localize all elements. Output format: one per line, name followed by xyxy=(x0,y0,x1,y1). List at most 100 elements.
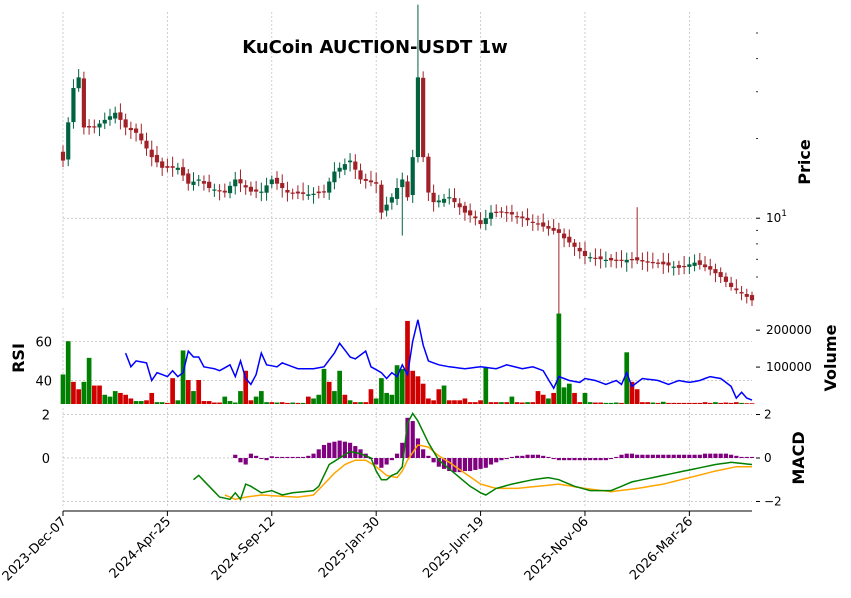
candle-body xyxy=(107,116,113,120)
candle-body xyxy=(379,184,384,213)
candle-body xyxy=(400,179,405,188)
price-tick-exponent: 1 xyxy=(781,209,787,219)
volume-bar xyxy=(295,402,301,404)
price-axis-label: Price xyxy=(795,139,814,185)
x-tick-label: 2025-Nov-06 xyxy=(522,514,592,584)
macd-histogram-bar xyxy=(447,458,452,472)
macd-histogram-bar xyxy=(535,454,541,458)
macd-histogram-bar xyxy=(509,456,514,458)
volume-bar xyxy=(718,402,724,404)
candle-body xyxy=(582,250,588,257)
macd-histogram-bar xyxy=(233,454,238,458)
volume-bar xyxy=(504,402,510,404)
macd-histogram-bar xyxy=(269,456,274,458)
volume-bar xyxy=(546,398,551,404)
rsi-line xyxy=(124,319,753,401)
macd-histogram-bar xyxy=(702,453,708,458)
volume-bar xyxy=(269,402,275,404)
candle-body xyxy=(468,210,473,216)
chart-title: KuCoin AUCTION-USDT 1w xyxy=(242,37,508,58)
candle-body xyxy=(254,189,259,192)
candle-body xyxy=(640,260,645,262)
candle-body xyxy=(729,282,734,288)
volume-bar xyxy=(300,402,306,404)
candle-body xyxy=(567,236,572,243)
volume-bar xyxy=(206,401,212,404)
candle-body xyxy=(687,264,692,267)
candle-body xyxy=(661,261,666,265)
volume-bar xyxy=(452,400,457,404)
candle-body xyxy=(227,185,233,194)
volume-bar xyxy=(316,394,322,404)
volume-bar xyxy=(138,401,144,404)
volume-bar xyxy=(405,320,410,404)
volume-bar xyxy=(290,402,296,404)
volume-bar xyxy=(243,370,249,404)
macd-histogram-bar xyxy=(274,456,280,458)
candle-body xyxy=(274,177,280,184)
candle-body xyxy=(431,192,436,203)
candle-body xyxy=(238,179,243,184)
volume-bar xyxy=(379,378,384,404)
volume-bar xyxy=(227,401,233,404)
candle-body xyxy=(441,198,447,203)
candle-body xyxy=(133,128,139,133)
volume-bar xyxy=(676,402,682,404)
macd-histogram-bar xyxy=(603,458,608,461)
volume-bar xyxy=(561,387,567,404)
price-panel xyxy=(60,4,755,319)
macd-histogram-bar xyxy=(327,442,332,458)
volume-bar xyxy=(655,402,661,404)
macd-histogram-bar xyxy=(400,442,405,458)
candle-body xyxy=(650,261,655,264)
volume-bar xyxy=(248,400,254,404)
macd-histogram-bar xyxy=(593,458,598,461)
macd-histogram-bar xyxy=(635,454,640,458)
volume-bar xyxy=(525,402,530,404)
macd-histogram-bar xyxy=(582,458,588,461)
macd-histogram-bar xyxy=(243,458,248,465)
volume-bar xyxy=(514,402,520,404)
candle-body xyxy=(92,126,97,128)
candle-body xyxy=(718,272,723,278)
candle-body xyxy=(332,171,337,183)
candle-body xyxy=(180,167,186,176)
candle-body xyxy=(222,190,227,193)
candle-body xyxy=(749,295,755,301)
macd-histogram-bar xyxy=(708,453,713,458)
candle-body xyxy=(295,191,300,194)
candle-body xyxy=(702,264,708,268)
volume-bar xyxy=(212,402,217,404)
candle-body xyxy=(535,223,541,225)
macd-histogram-bar xyxy=(697,454,702,458)
x-tick-label: 2025-Jun-19 xyxy=(420,514,487,581)
volume-bar xyxy=(71,381,76,404)
candle-body xyxy=(394,188,400,199)
volume-bar xyxy=(149,392,155,404)
macd-histogram-bar xyxy=(280,456,285,458)
candle-body xyxy=(113,112,118,119)
candle-body xyxy=(473,216,478,219)
volume-bar xyxy=(107,396,113,404)
candle-body xyxy=(608,257,614,261)
candle-body xyxy=(462,205,468,213)
macd-right-tick-label: −2 xyxy=(764,494,782,508)
volume-bar xyxy=(180,350,186,404)
candle-body xyxy=(285,189,290,193)
volume-bar xyxy=(154,402,160,404)
macd-histogram-bar xyxy=(290,456,295,458)
volume-bar xyxy=(577,402,583,404)
macd-histogram-bar xyxy=(295,456,300,458)
macd-histogram-bar xyxy=(384,458,389,465)
volume-bar xyxy=(640,402,645,404)
volume-bar xyxy=(337,370,342,404)
candle-body xyxy=(165,166,170,168)
macd-histogram-bar xyxy=(676,454,682,458)
price-tick-label: 101 xyxy=(766,209,787,225)
macd-histogram-bar xyxy=(462,458,468,472)
volume-bar xyxy=(165,402,170,404)
macd-histogram-bar xyxy=(629,453,635,458)
volume-bars xyxy=(60,313,755,404)
volume-bar xyxy=(624,352,630,404)
volume-tick-label: 100000 xyxy=(766,360,812,374)
